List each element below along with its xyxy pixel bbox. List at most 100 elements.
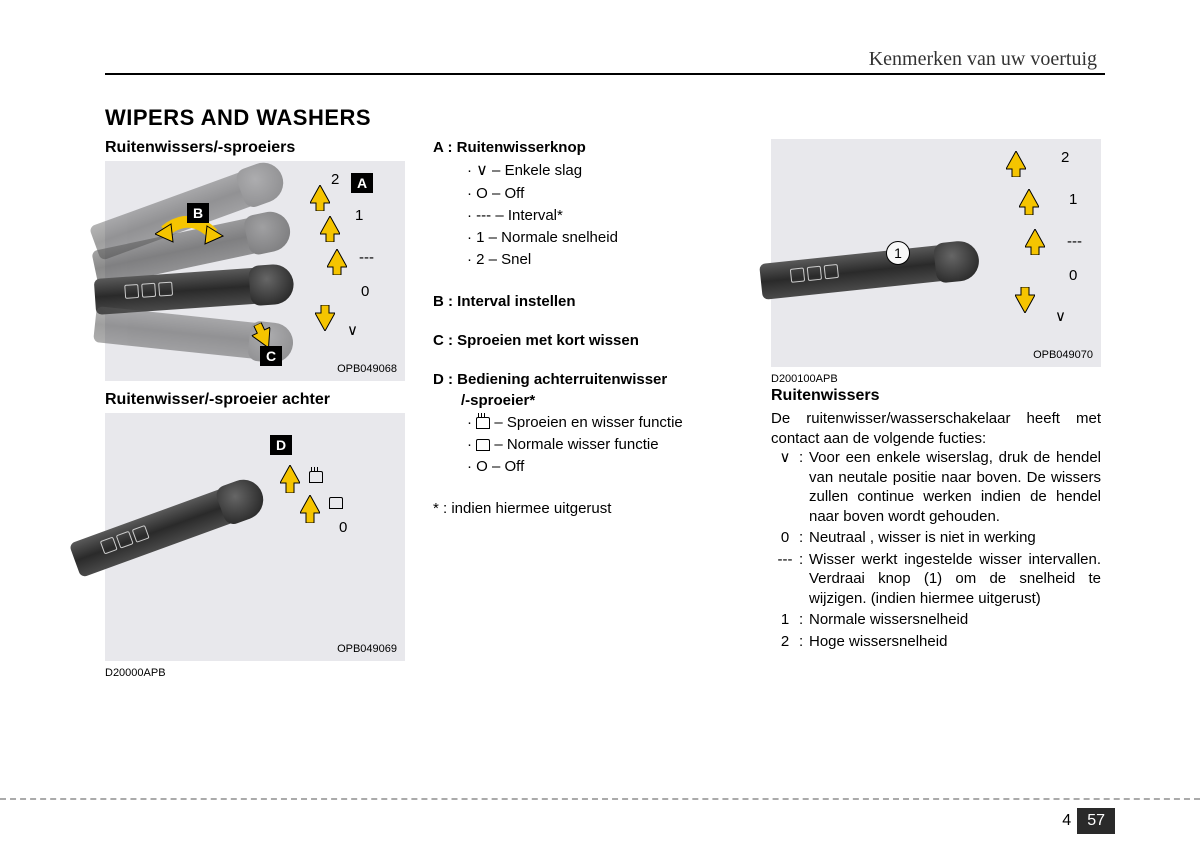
stalk-icons	[124, 282, 173, 299]
subheading-wipers: Ruitenwissers	[771, 387, 1101, 405]
stalk-icons	[100, 525, 150, 555]
list-text: Voor een enkele wiserslag, druk de hende…	[809, 448, 1101, 526]
pos-label-1: 1	[355, 207, 363, 224]
page: Kenmerken van uw voertuig WIPERS AND WAS…	[0, 0, 1200, 681]
def-d-title2: /-sproeier*	[433, 392, 743, 409]
mist-icon: ∨	[476, 160, 488, 182]
section-code: D20000APB	[105, 667, 405, 679]
stalk-tip	[234, 157, 289, 210]
stalk-icons	[790, 264, 839, 283]
wiper-icon	[116, 531, 134, 549]
col-middle: A : Ruitenwisserknop · ∨ – Enkele slag ·…	[433, 139, 743, 681]
list-symbol: ---	[771, 550, 799, 609]
callout-circle-1: 1	[886, 241, 910, 265]
figure-front-wiper: A B C 2 1 --- 0 ∨ OPB049068	[105, 161, 405, 381]
wiper-icon	[824, 264, 839, 279]
columns: Ruitenwissers/-sproeiers	[105, 139, 1105, 681]
footnote: * : indien hiermee uitgerust	[433, 499, 743, 519]
stalk-right	[759, 242, 977, 300]
list-item: 2 : Hoge wissersnelheid	[771, 632, 1101, 652]
list-item: --- : Wisser werkt ingestelde wisser int…	[771, 550, 1101, 609]
list-symbol: 0	[771, 528, 799, 548]
curved-arrow-icon	[155, 216, 225, 276]
def-a-3: · --- – Interval*	[433, 206, 743, 226]
callout-c: C	[260, 346, 282, 366]
def-a-2: · O – Off	[433, 184, 743, 204]
pos-label-v: ∨	[1055, 307, 1066, 325]
wiper-icon	[100, 537, 118, 555]
stalk-tip	[248, 263, 295, 306]
list-colon: :	[799, 528, 809, 548]
wiper-icon	[141, 283, 156, 298]
pos-label-v: ∨	[347, 321, 358, 339]
def-a-5: · 2 – Snel	[433, 250, 743, 270]
chapter-title: Kenmerken van uw voertuig	[861, 48, 1105, 71]
list-text: Normale wissersnelheid	[809, 610, 1101, 630]
figure-code: OPB049068	[337, 363, 397, 375]
arrow-up-icon	[300, 495, 320, 523]
list-symbol: ∨	[771, 448, 799, 526]
figure-right-wiper: 1 2 1 --- 0 ∨ OPB049070	[771, 139, 1101, 367]
section-code: D200100APB	[771, 373, 1101, 385]
main-heading: WIPERS AND WASHERS	[105, 105, 1105, 131]
arrow-up-icon	[1019, 189, 1039, 215]
stalk-tip	[214, 474, 269, 527]
def-c-title: C : Sproeien met kort wissen	[433, 332, 743, 349]
callout-b: B	[187, 203, 209, 223]
arrow-up-icon	[320, 216, 340, 242]
figure-code: OPB049069	[337, 643, 397, 655]
wiper-icon	[807, 266, 822, 281]
subheading-front-wipers: Ruitenwissers/-sproeiers	[105, 139, 405, 157]
pos-label-0: 0	[361, 283, 369, 300]
list-item: 1 : Normale wissersnelheid	[771, 610, 1101, 630]
wiper-icon	[790, 267, 805, 282]
arrow-up-icon	[310, 185, 330, 211]
pos-label-2: 2	[1061, 149, 1069, 166]
def-a-1: · ∨ – Enkele slag	[433, 160, 743, 182]
def-d-1: · – Sproeien en wisser functie	[433, 413, 743, 433]
pos-label-2: 2	[331, 171, 339, 188]
page-number-value: 57	[1077, 808, 1115, 834]
rear-spray-icon	[309, 471, 323, 483]
stalk-tip	[242, 208, 293, 256]
wiper-icon	[132, 525, 150, 543]
list-symbol: 1	[771, 610, 799, 630]
arrow-down-icon	[315, 305, 335, 331]
list-text: Neutraal , wisser is niet in werking	[809, 528, 1101, 548]
list-text: Wisser werkt ingestelde wisser intervall…	[809, 550, 1101, 609]
pos-label-0: 0	[339, 519, 347, 536]
list-item: ∨ : Voor een enkele wiserslag, druk de h…	[771, 448, 1101, 526]
callout-d: D	[270, 435, 292, 455]
list-colon: :	[799, 550, 809, 609]
callout-a: A	[351, 173, 373, 193]
wiper-icon	[124, 284, 139, 299]
pos-label-dash: ---	[359, 249, 374, 266]
pos-label-1: 1	[1069, 191, 1077, 208]
stalk-tip	[933, 239, 981, 283]
col-right: 1 2 1 --- 0 ∨ OPB049070 D200100APB Ruite…	[771, 139, 1101, 681]
def-a-4: · 1 – Normale snelheid	[433, 228, 743, 248]
pos-label-0: 0	[1069, 267, 1077, 284]
col-left: Ruitenwissers/-sproeiers	[105, 139, 405, 681]
arrow-up-icon	[1006, 151, 1026, 177]
rear-spray-icon	[476, 417, 490, 429]
figure-rear-wiper: D 0 OPB049069	[105, 413, 405, 661]
wiper-icon	[158, 282, 173, 297]
pos-label-dash: ---	[1067, 233, 1082, 250]
page-number: 4 57	[1062, 808, 1115, 834]
chapter-number: 4	[1062, 812, 1071, 830]
arrow-up-icon	[327, 249, 347, 275]
list-colon: :	[799, 610, 809, 630]
figure-code: OPB049070	[1033, 349, 1093, 361]
list-colon: :	[799, 632, 809, 652]
def-a-title: A : Ruitenwisserknop	[433, 139, 743, 156]
list-symbol: 2	[771, 632, 799, 652]
def-b-title: B : Interval instellen	[433, 293, 743, 310]
stalk-rear	[69, 477, 265, 578]
list-text: Hoge wissersnelheid	[809, 632, 1101, 652]
rear-wipe-icon	[329, 497, 343, 509]
arrow-up-icon	[280, 465, 300, 493]
footer-dotted-line	[0, 798, 1200, 800]
def-d-3: · O – Off	[433, 457, 743, 477]
arrow-down-icon	[1015, 287, 1035, 313]
